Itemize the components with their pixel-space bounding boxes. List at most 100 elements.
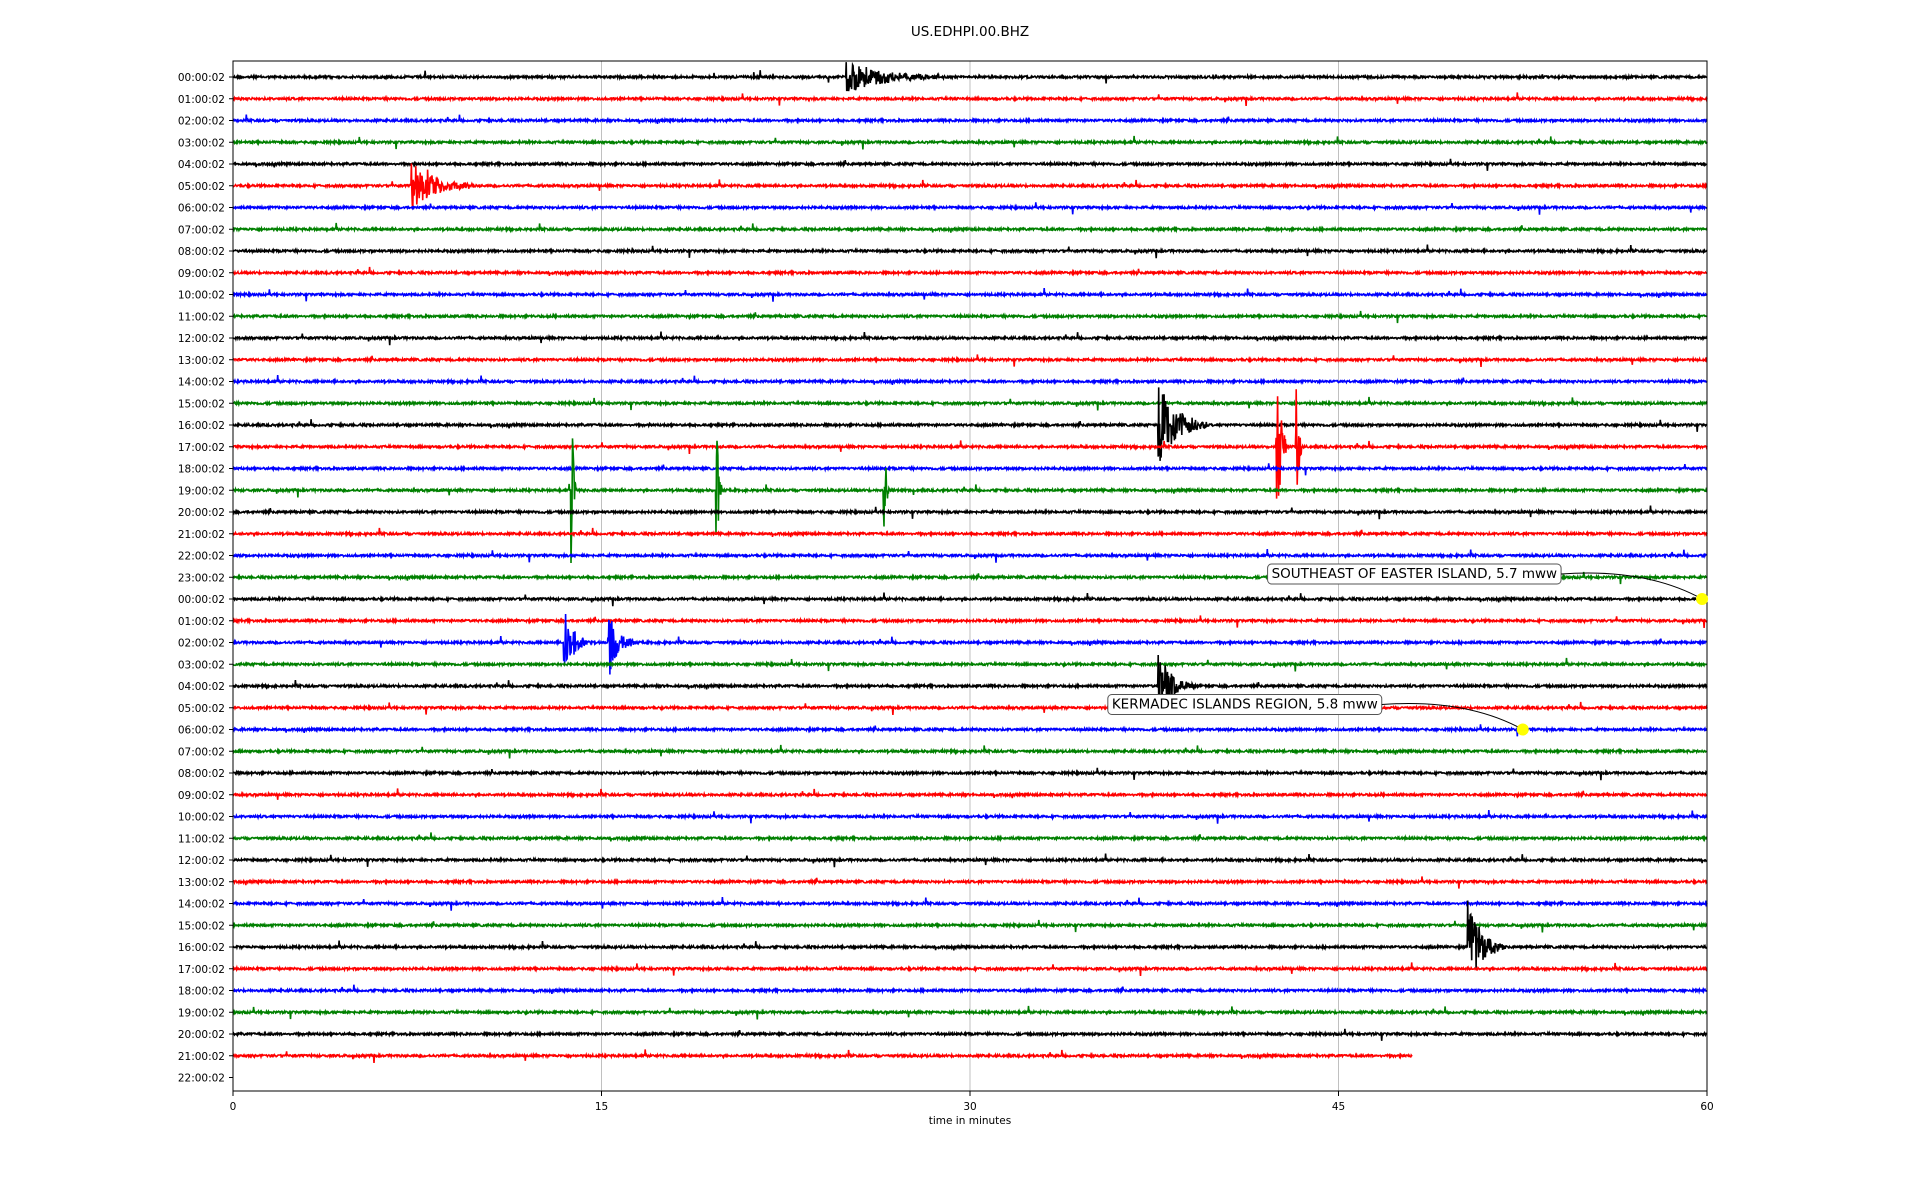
event-marker-star-icon xyxy=(1516,723,1529,736)
trace-line xyxy=(232,900,1708,970)
x-tick-label: 0 xyxy=(230,1101,237,1113)
event-annotation: SOUTHEAST OF EASTER ISLAND, 5.7 mww xyxy=(1267,563,1709,605)
trace-line xyxy=(232,853,1708,868)
trace-line xyxy=(232,657,1708,672)
row-time-label: 17:00:02 xyxy=(178,964,225,976)
trace-line xyxy=(232,876,1708,889)
trace-line xyxy=(232,919,1708,933)
x-tick-label: 15 xyxy=(595,1101,608,1113)
row-time-label: 14:00:02 xyxy=(178,899,225,911)
row-time-label: 03:00:02 xyxy=(178,137,225,149)
row-time-label: 10:00:02 xyxy=(178,812,225,824)
row-time-label: 07:00:02 xyxy=(178,746,225,758)
row-time-label: 00:00:02 xyxy=(178,72,225,84)
row-time-label: 23:00:02 xyxy=(178,572,225,584)
row-time-label: 07:00:02 xyxy=(178,224,225,236)
x-tick-label: 45 xyxy=(1332,1101,1345,1113)
annotation-connector xyxy=(1561,572,1703,600)
trace-line xyxy=(232,505,1708,520)
trace-line xyxy=(232,354,1708,368)
annotation-label: KERMADEC ISLANDS REGION, 5.8 mww xyxy=(1112,697,1378,713)
row-time-label: 05:00:02 xyxy=(178,181,225,193)
row-time-label: 10:00:02 xyxy=(178,290,225,302)
trace-line xyxy=(232,331,1708,346)
trace-line xyxy=(232,387,1708,461)
row-time-label: 04:00:02 xyxy=(178,681,225,693)
trace-line xyxy=(232,984,1708,995)
trace-line xyxy=(232,1028,1708,1041)
trace-line xyxy=(232,788,1708,800)
trace-line xyxy=(232,592,1708,607)
row-time-label: 11:00:02 xyxy=(178,833,225,845)
annotation-connector xyxy=(1381,703,1523,730)
event-annotation: KERMADEC ISLANDS REGION, 5.8 mww xyxy=(1107,694,1529,736)
trace-line xyxy=(232,962,1708,977)
row-time-label: 00:00:02 xyxy=(178,594,225,606)
trace-line xyxy=(232,463,1708,476)
row-time-label: 16:00:02 xyxy=(178,942,225,954)
trace-line xyxy=(232,266,1708,277)
row-time-label: 08:00:02 xyxy=(178,246,225,258)
trace-line xyxy=(232,744,1708,759)
row-time-label: 22:00:02 xyxy=(178,551,225,563)
trace-line xyxy=(232,438,1708,564)
row-time-label: 04:00:02 xyxy=(178,159,225,171)
row-time-label: 03:00:02 xyxy=(178,659,225,671)
row-time-label: 20:00:02 xyxy=(178,1029,225,1041)
annotation-label: SOUTHEAST OF EASTER ISLAND, 5.7 mww xyxy=(1272,566,1558,582)
row-time-label: 09:00:02 xyxy=(178,268,225,280)
row-time-label: 02:00:02 xyxy=(178,638,225,650)
trace-line xyxy=(232,288,1708,302)
x-axis-label: time in minutes xyxy=(929,1115,1011,1127)
row-time-label: 01:00:02 xyxy=(178,616,225,628)
row-time-label: 21:00:02 xyxy=(178,1051,225,1063)
row-time-label: 05:00:02 xyxy=(178,703,225,715)
trace-line xyxy=(232,389,1708,499)
event-annotations: SOUTHEAST OF EASTER ISLAND, 5.7 mww KERMA… xyxy=(1107,563,1709,736)
trace-line xyxy=(232,114,1708,125)
row-time-label: 12:00:02 xyxy=(178,855,225,867)
row-time-label: 08:00:02 xyxy=(178,768,225,780)
row-time-label: 13:00:02 xyxy=(178,355,225,367)
x-tick-label: 60 xyxy=(1700,1101,1713,1113)
row-time-label: 12:00:02 xyxy=(178,333,225,345)
row-time-label: 21:00:02 xyxy=(178,529,225,541)
trace-line xyxy=(232,767,1708,781)
row-time-label: 02:00:02 xyxy=(178,116,225,128)
trace-line xyxy=(232,1049,1413,1064)
trace-line xyxy=(232,527,1708,538)
trace-line xyxy=(232,615,1708,629)
trace-line xyxy=(232,613,1707,675)
trace-line xyxy=(232,1005,1708,1020)
trace-line xyxy=(232,163,1708,210)
trace-line xyxy=(232,222,1708,234)
row-time-label: 06:00:02 xyxy=(178,725,225,737)
trace-line xyxy=(232,92,1708,107)
row-time-label: 15:00:02 xyxy=(178,920,225,932)
row-time-label: 06:00:02 xyxy=(178,203,225,215)
row-time-label: 01:00:02 xyxy=(178,94,225,106)
row-time-label: 16:00:02 xyxy=(178,420,225,432)
row-time-label: 22:00:02 xyxy=(178,1073,225,1085)
trace-line xyxy=(232,654,1708,708)
trace-line xyxy=(232,310,1708,324)
row-time-label: 18:00:02 xyxy=(178,464,225,476)
trace-line xyxy=(232,549,1708,563)
row-time-label: 11:00:02 xyxy=(178,311,225,323)
event-marker-star-icon xyxy=(1696,593,1709,605)
row-time-labels: 00:00:02 01:00:02 02:00:02 03:00:02 04:00:02… xyxy=(178,72,233,1085)
row-time-label: 19:00:02 xyxy=(178,1007,225,1019)
trace-line xyxy=(232,135,1708,150)
trace-line xyxy=(232,701,1708,716)
trace-line xyxy=(232,810,1708,824)
x-axis-ticks: 0 15 30 45 60 xyxy=(230,1091,1714,1113)
row-time-label: 17:00:02 xyxy=(178,442,225,454)
row-time-label: 09:00:02 xyxy=(178,790,225,802)
row-time-label: 20:00:02 xyxy=(178,507,225,519)
x-tick-label: 30 xyxy=(963,1101,976,1113)
trace-line xyxy=(232,244,1708,259)
row-time-label: 19:00:02 xyxy=(178,485,225,497)
trace-line xyxy=(232,724,1708,737)
trace-line xyxy=(232,158,1708,171)
